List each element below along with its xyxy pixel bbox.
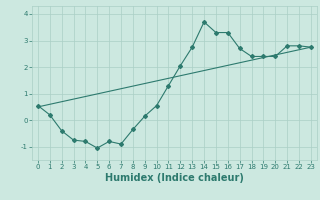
X-axis label: Humidex (Indice chaleur): Humidex (Indice chaleur)	[105, 173, 244, 183]
